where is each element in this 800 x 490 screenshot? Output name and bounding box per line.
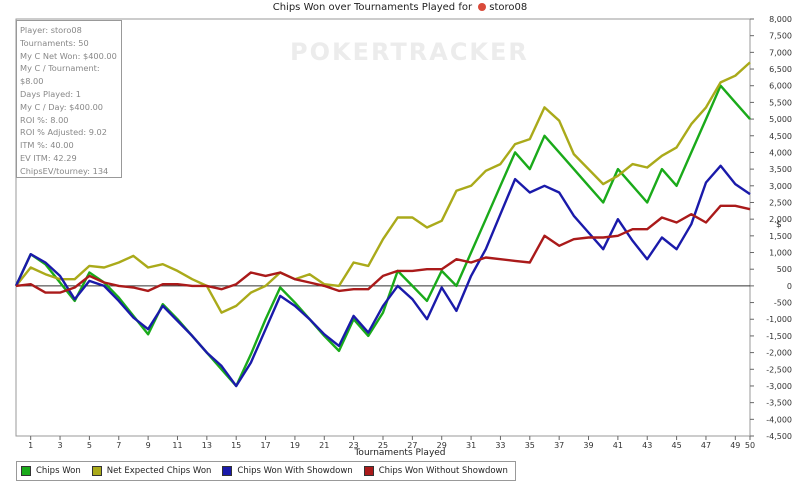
- y-tick-label: 4,000: [769, 148, 792, 157]
- y-tick-label: 6,000: [769, 82, 792, 91]
- series-line-3: [15, 204, 751, 294]
- y-tick-label: 5,000: [769, 115, 792, 124]
- series-line-2: [14, 164, 751, 388]
- x-tick-label: 21: [319, 441, 329, 450]
- legend-item-net-expected[interactable]: Net Expected Chips Won: [88, 466, 219, 476]
- poker-suit-icon: [478, 3, 487, 11]
- y-tick-label: 1,000: [769, 249, 792, 258]
- y-tick-label: 6,500: [769, 65, 792, 74]
- stat-per-day: My C / Day: $400.00: [20, 101, 103, 112]
- x-tick-label: 45: [672, 441, 682, 450]
- x-tick-label: 47: [701, 441, 711, 450]
- y-tick-label: -2,500: [766, 365, 792, 374]
- x-tick-label: 13: [202, 441, 212, 450]
- stat-ev-itm: EV ITM: 42.29: [20, 152, 77, 163]
- y-tick-label: 8,000: [769, 15, 792, 24]
- legend-swatch: [363, 466, 374, 476]
- y-tick-label: 500: [777, 265, 792, 274]
- stat-player: Player: storo08: [20, 25, 82, 35]
- x-tick-label: 25: [378, 441, 388, 450]
- x-tick-label: 7: [116, 441, 121, 450]
- legend-swatch: [21, 466, 31, 476]
- x-tick-label: 39: [583, 441, 593, 450]
- x-tick-label: 43: [642, 441, 652, 450]
- stat-per-tournament: My C / Tournament: $8.00: [20, 63, 100, 87]
- y-tick-label: -3,500: [766, 399, 792, 408]
- x-tick-label: 17: [260, 441, 270, 450]
- series-line-1: [15, 61, 751, 314]
- stat-chips-ev: ChipsEV/tourney: 134: [20, 165, 109, 176]
- legend-swatch: [222, 466, 233, 476]
- y-tick-label: 0: [787, 282, 792, 291]
- x-tick-label: 37: [554, 441, 564, 450]
- y-tick-label: -4,000: [766, 415, 792, 424]
- y-tick-label: -4,500: [766, 432, 792, 441]
- pokertracker-watermark: POKERTRACKER: [290, 38, 529, 66]
- y-tick-label: 1,500: [769, 232, 792, 241]
- x-tick-label: 31: [466, 441, 476, 450]
- stat-days-played: Days Played: 1: [20, 88, 81, 99]
- chart-title-player: storo08: [489, 2, 528, 13]
- stat-net-won: My C Net Won: $400.00: [20, 50, 117, 61]
- legend: Chips Won Net Expected Chips Won Chips W…: [16, 461, 516, 481]
- legend-label: Chips Won Without Showdown: [378, 466, 508, 476]
- x-tick-label: 3: [57, 441, 62, 450]
- y-tick-label: -2,000: [766, 349, 792, 358]
- legend-item-chips-won[interactable]: Chips Won: [17, 466, 88, 476]
- y-tick-label: 2,500: [769, 198, 792, 207]
- stat-itm: ITM %: 40.00: [20, 140, 74, 151]
- x-tick-label: 9: [146, 441, 151, 450]
- y-tick-label: 7,000: [769, 48, 792, 57]
- y-tick-label: -1,000: [766, 315, 792, 324]
- x-tick-label: 29: [437, 441, 447, 450]
- y-tick-label: 3,000: [769, 182, 792, 191]
- x-tick-label: 15: [231, 441, 241, 450]
- y-tick-label: 2,000: [769, 215, 792, 224]
- y-tick-label: 5,500: [769, 98, 792, 107]
- stat-roi: ROI %: 8.00: [20, 114, 69, 125]
- x-tick-label: 11: [172, 441, 182, 450]
- legend-label: Chips Won With Showdown: [237, 466, 353, 476]
- x-axis-label: Tournaments Played: [354, 448, 446, 458]
- x-tick-label: 50: [745, 441, 755, 450]
- x-tick-label: 27: [407, 441, 417, 450]
- y-tick-label: 7,500: [769, 32, 792, 41]
- y-tick-label: -1,500: [766, 332, 792, 341]
- x-tick-label: 49: [730, 441, 740, 450]
- y-tick-label: -3,000: [766, 382, 792, 391]
- x-tick-label: 1: [28, 441, 33, 450]
- x-tick-label: 19: [290, 441, 300, 450]
- legend-label: Chips Won: [36, 466, 81, 476]
- y-axis-label: $: [776, 220, 782, 230]
- chart-title: Chips Won over Tournaments Played for st…: [0, 2, 800, 13]
- y-tick-label: 4,500: [769, 132, 792, 141]
- x-tick-label: 5: [87, 441, 92, 450]
- legend-item-showdown[interactable]: Chips Won With Showdown: [218, 466, 359, 476]
- stat-roi-adjusted: ROI % Adjusted: 9.02: [20, 127, 107, 138]
- stat-tournaments: Tournaments: 50: [20, 37, 89, 48]
- x-tick-label: 35: [525, 441, 535, 450]
- plot-frame: [15, 18, 751, 437]
- chart-title-text: Chips Won over Tournaments Played for: [272, 2, 473, 13]
- x-tick-label: 33: [495, 441, 505, 450]
- legend-label: Net Expected Chips Won: [106, 466, 212, 476]
- y-tick-label: 3,500: [769, 165, 792, 174]
- stats-box: Player: storo08 Tournaments: 50 My C Net…: [16, 20, 122, 178]
- x-tick-label: 41: [613, 441, 623, 450]
- legend-item-without-showdown[interactable]: Chips Won Without Showdown: [360, 466, 515, 476]
- legend-swatch: [91, 466, 102, 476]
- y-tick-label: -500: [774, 299, 792, 308]
- x-tick-label: 23: [349, 441, 359, 450]
